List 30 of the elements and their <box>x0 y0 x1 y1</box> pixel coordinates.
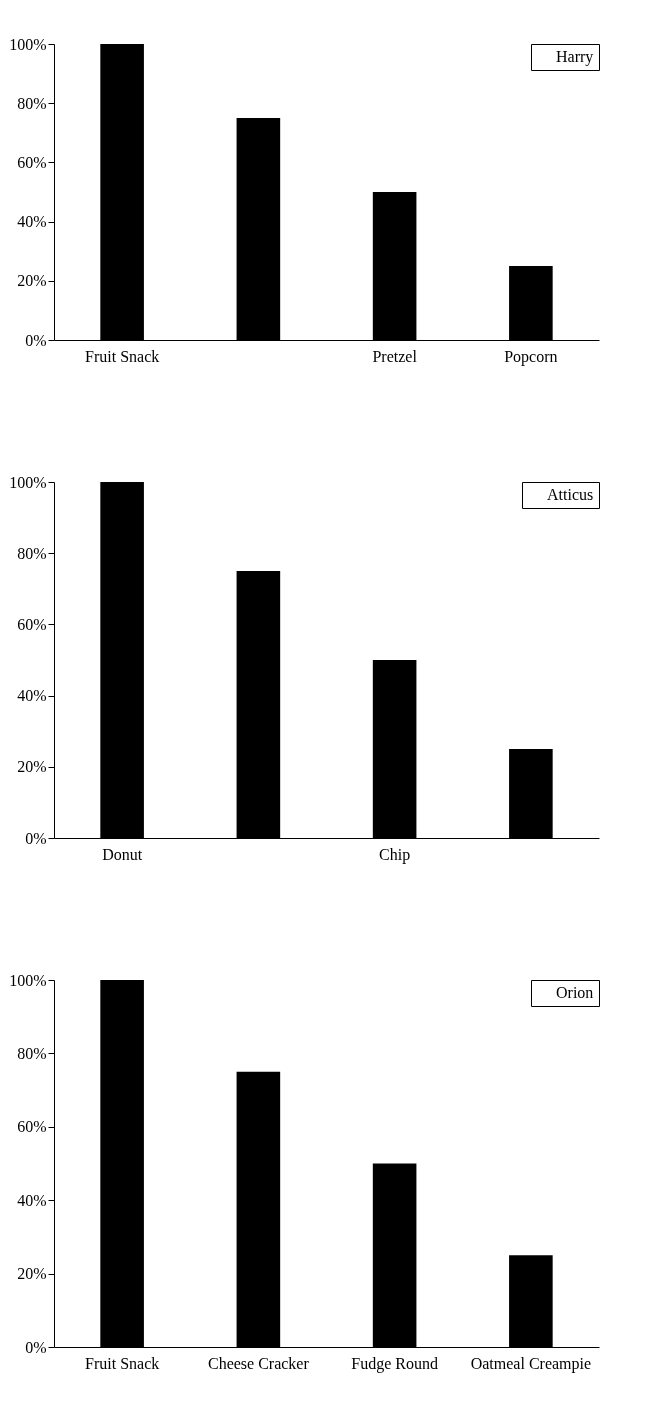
y-tick-label: 80% <box>17 1044 47 1062</box>
x-tick-label: Chip <box>379 845 411 864</box>
y-tick-label: 60% <box>17 615 47 633</box>
text: Harry <box>556 48 594 66</box>
y-tick-label: 80% <box>17 544 47 562</box>
y-tick-label: 60% <box>17 1118 47 1136</box>
y-tick-label: 60% <box>17 153 47 171</box>
y-tick-label: 0% <box>25 331 47 349</box>
x-tick-label: Oatmeal Creampie <box>470 1354 592 1373</box>
y-tick-label: 100% <box>9 473 47 491</box>
text: Orion <box>556 984 594 1001</box>
x-tick-label: Donut <box>102 845 143 863</box>
y-tick-label: 40% <box>17 687 47 705</box>
y-tick-label: 100% <box>9 971 47 989</box>
x-tick-label: Fruit Snack <box>85 1354 160 1372</box>
y-tick-label: 20% <box>17 758 47 776</box>
y-tick-label: 0% <box>25 1338 47 1356</box>
x-tick-label: Cheese Cracker <box>207 1354 310 1372</box>
text: Atticus <box>547 486 594 503</box>
y-tick-label: 20% <box>17 272 47 290</box>
x-tick-label: Fruit Snack <box>85 347 160 365</box>
y-tick-label: 0% <box>25 829 47 847</box>
x-tick-label: Popcorn <box>504 347 558 366</box>
y-tick-label: 100% <box>9 35 47 53</box>
x-tick-label: Fudge Round <box>351 1354 438 1373</box>
y-tick-label: 20% <box>17 1265 47 1283</box>
y-tick-label: 40% <box>17 1191 47 1209</box>
y-tick-label: 80% <box>17 94 47 112</box>
x-tick-label: Pretzel <box>372 347 418 365</box>
y-tick-label: 40% <box>17 213 47 231</box>
